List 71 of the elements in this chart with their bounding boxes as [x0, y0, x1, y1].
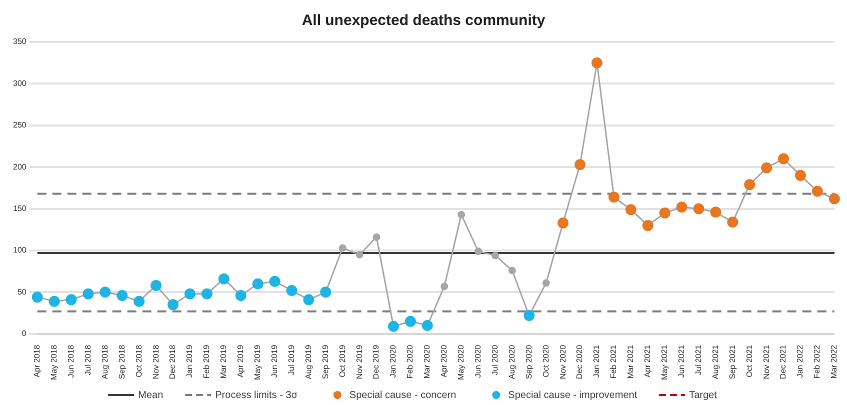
point — [474, 248, 482, 256]
point — [542, 279, 550, 287]
x-tick-label: Dec 2019 — [372, 344, 381, 380]
x-tick-label: May 2020 — [456, 344, 466, 380]
y-tick-label: 250 — [12, 120, 27, 130]
legend-label: Special cause - improvement — [508, 390, 638, 401]
y-tick-label: 50 — [17, 287, 27, 296]
x-tick-label: Feb 2021 — [609, 344, 618, 379]
x-tick-label: Dec 2021 — [778, 344, 788, 380]
x-tick-label: Mar 2022 — [830, 344, 839, 379]
x-tick-label: Jul 2020 — [490, 344, 500, 376]
x-tick-label: Jul 2019 — [286, 344, 296, 376]
legend-label: Special cause - concern — [349, 390, 456, 401]
point — [458, 210, 466, 218]
x-tick-label: Oct 2021 — [744, 344, 754, 378]
x-tick-label: Oct 2019 — [338, 344, 347, 378]
x-tick-label: Jun 2018 — [66, 344, 76, 378]
x-tick-label: Feb 2020 — [406, 344, 415, 379]
y-tick-label: 200 — [12, 162, 27, 172]
x-tick-label: Apr 2019 — [236, 344, 246, 378]
x-tick-label: Feb 2022 — [812, 344, 822, 379]
x-tick-label: Sep 2021 — [728, 344, 737, 380]
x-tick-label: Jan 2021 — [592, 344, 602, 378]
x-tick-label: Feb 2019 — [202, 344, 212, 379]
x-tick-label: Jul 2021 — [694, 344, 703, 376]
y-tick-label: 150 — [12, 204, 27, 213]
point — [440, 282, 448, 290]
x-tick-label: Nov 2020 — [558, 344, 568, 380]
x-tick-label: Dec 2020 — [575, 344, 584, 380]
x-tick-label: Apr 2020 — [440, 344, 449, 378]
point — [338, 244, 346, 252]
x-tick-label: Mar 2021 — [626, 344, 636, 379]
x-tick-label: Mar 2020 — [422, 344, 432, 379]
x-tick-label: Aug 2018 — [100, 344, 110, 380]
x-tick-label: Jan 2020 — [388, 344, 398, 378]
x-tick-label: Apr 2018 — [32, 344, 42, 378]
x-tick-label: Jun 2020 — [473, 344, 482, 378]
x-tick-label: Nov 2019 — [354, 344, 364, 380]
x-tick-label: Oct 2018 — [134, 344, 144, 378]
x-tick-label: May 2019 — [253, 344, 262, 380]
x-tick-label: Jul 2018 — [83, 344, 92, 376]
x-tick-label: Jun 2019 — [270, 344, 279, 378]
x-tick-label: Sep 2018 — [117, 344, 126, 380]
legend-label: Target — [689, 390, 718, 401]
x-tick-label: Mar 2019 — [219, 344, 228, 379]
x-tick-label: May 2021 — [660, 344, 670, 380]
legend-label: Mean — [138, 390, 164, 401]
legend-label: Process limits - 3σ — [215, 390, 298, 401]
x-tick-label: Sep 2019 — [320, 344, 330, 380]
point — [508, 266, 516, 274]
y-tick-label: 100 — [12, 246, 27, 255]
x-tick-label: Jan 2019 — [185, 344, 194, 378]
y-tick-label: 0 — [22, 329, 27, 338]
y-tick-label: 300 — [12, 78, 27, 88]
point — [372, 233, 380, 241]
x-tick-label: Aug 2021 — [710, 344, 720, 380]
x-tick-label: Nov 2018 — [151, 344, 160, 380]
x-tick-label: Jun 2021 — [676, 344, 686, 378]
chart-title: All unexpected deaths community — [302, 12, 546, 30]
x-tick-label: Sep 2020 — [524, 344, 534, 380]
x-tick-label: Nov 2021 — [762, 344, 771, 380]
point — [491, 252, 499, 260]
y-tick-label: 350 — [12, 37, 27, 46]
x-tick-label: Apr 2021 — [643, 344, 652, 378]
x-tick-label: Aug 2020 — [507, 344, 516, 380]
point — [356, 250, 364, 258]
x-tick-label: May 2018 — [50, 344, 59, 380]
x-tick-label: Dec 2018 — [168, 344, 178, 380]
x-tick-label: Jan 2022 — [796, 344, 805, 378]
x-tick-label: Aug 2019 — [304, 344, 313, 380]
x-tick-label: Oct 2020 — [541, 344, 550, 378]
